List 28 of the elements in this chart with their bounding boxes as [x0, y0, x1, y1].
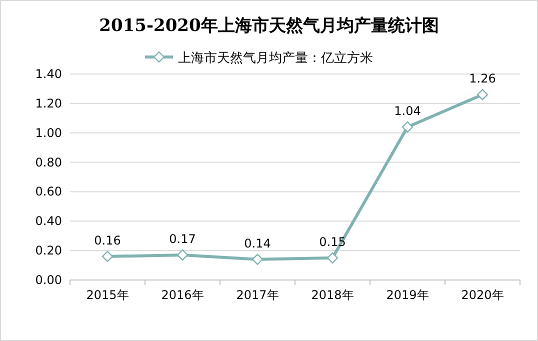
data-label: 0.15	[319, 234, 346, 249]
text: 1.40	[35, 67, 62, 81]
text: 0.60	[35, 184, 62, 199]
text: 0.20	[35, 244, 62, 258]
text: 0.00	[35, 273, 62, 287]
data-label: 0.17	[169, 232, 196, 246]
point	[102, 250, 114, 262]
point	[176, 249, 188, 261]
data-label: 1.04	[394, 104, 421, 118]
point	[476, 89, 488, 100]
text: 1.00	[35, 126, 62, 140]
x-tick-label: 2019年	[386, 288, 429, 302]
legend-label: 上海市天然气月均产量：亿立方米	[178, 50, 373, 66]
point	[402, 121, 414, 133]
chart-title: 2015-2020年上海市天然气月均产量统计图	[99, 16, 439, 36]
x-tick-label: 2020年	[461, 288, 504, 302]
data-label: 0.14	[244, 236, 271, 250]
x-tick-label: 2018年	[311, 288, 354, 302]
text: 0.80	[35, 155, 62, 170]
point	[326, 252, 338, 264]
data-label: 0.16	[94, 233, 121, 248]
x-tick-label: 2016年	[161, 288, 204, 302]
x-tick-label: 2017年	[236, 288, 279, 302]
text: 0.40	[35, 214, 62, 228]
text: 1.20	[35, 96, 62, 110]
data-label: 1.26	[469, 72, 496, 86]
x-tick-label: 2015年	[86, 288, 129, 302]
point	[252, 254, 264, 265]
